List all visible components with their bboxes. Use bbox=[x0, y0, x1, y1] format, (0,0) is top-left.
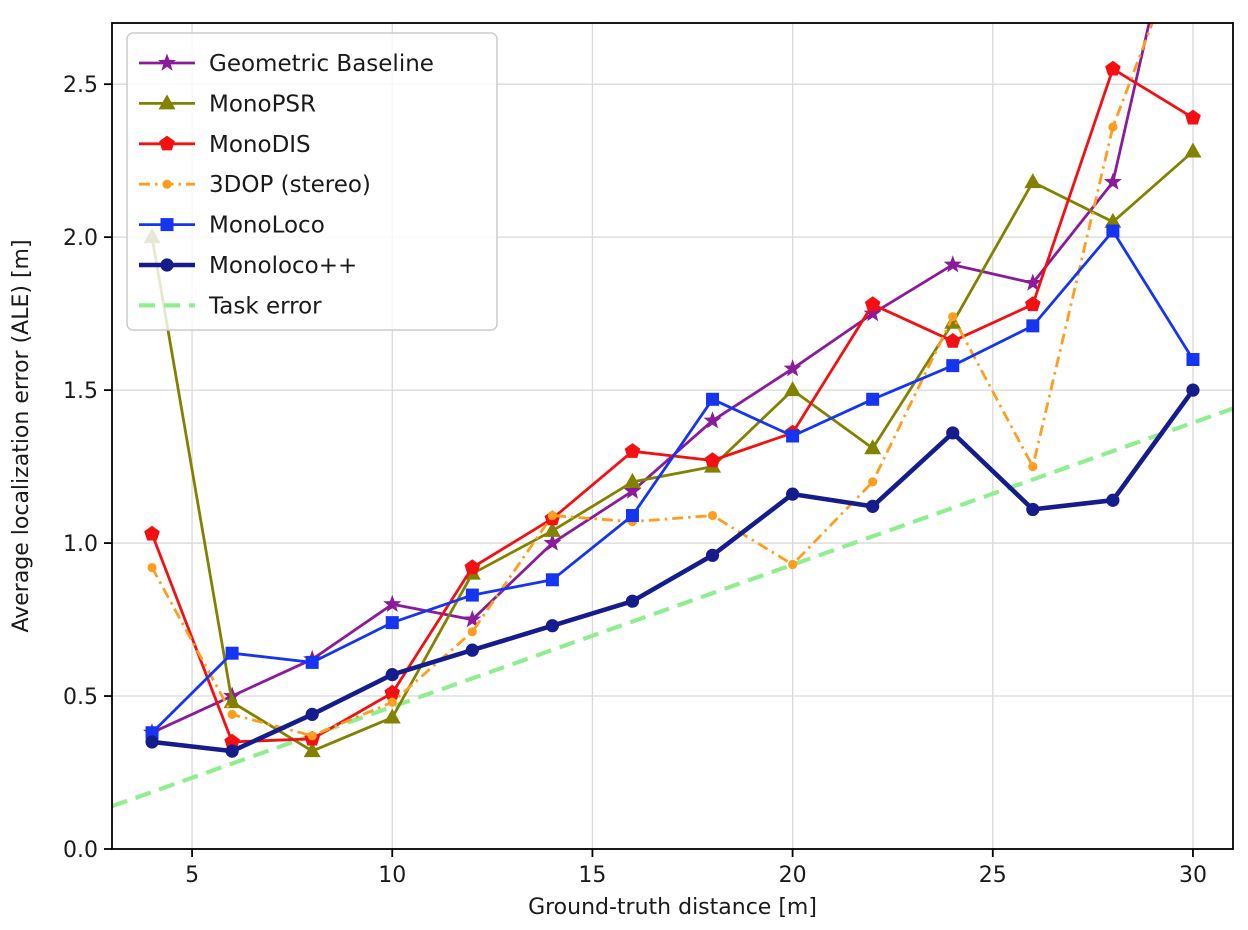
gridlines bbox=[112, 23, 1233, 850]
svg-text:15: 15 bbox=[578, 863, 606, 888]
legend: Geometric Baseline MonoPSR MonoDIS 3DOP (st… bbox=[126, 32, 498, 331]
svg-text:1.5: 1.5 bbox=[63, 379, 98, 404]
svg-text:Geometric Baseline: Geometric Baseline bbox=[209, 51, 434, 77]
svg-text:20: 20 bbox=[779, 863, 807, 888]
legend-entry-geometric-baseline: Geometric Baseline bbox=[139, 51, 434, 77]
y-tick-labels: 0.0 0.5 1.0 1.5 2.0 2.5 bbox=[63, 73, 98, 863]
legend-entry-task-error: Task error bbox=[139, 293, 322, 319]
svg-text:5: 5 bbox=[185, 863, 199, 888]
series-monoloco++ bbox=[145, 383, 1200, 758]
svg-text:2.5: 2.5 bbox=[63, 73, 98, 98]
legend-entry-monodis: MonoDIS bbox=[139, 132, 311, 158]
y-axis-label: Average localization error (ALE) [m] bbox=[9, 239, 34, 632]
svg-text:MonoDIS: MonoDIS bbox=[209, 132, 311, 158]
svg-text:30: 30 bbox=[1179, 863, 1207, 888]
svg-text:MonoLoco: MonoLoco bbox=[209, 213, 325, 239]
svg-text:3DOP (stereo): 3DOP (stereo) bbox=[209, 172, 371, 198]
x-axis-label: Ground-truth distance [m] bbox=[528, 895, 817, 920]
legend-entry-3dop-stereo-: 3DOP (stereo) bbox=[139, 172, 371, 198]
svg-text:0.5: 0.5 bbox=[63, 685, 98, 710]
legend-entry-monoloco++: Monoloco++ bbox=[139, 253, 357, 279]
svg-text:MonoPSR: MonoPSR bbox=[209, 91, 316, 117]
series-monoloco bbox=[145, 224, 1200, 740]
svg-text:Task error: Task error bbox=[208, 293, 322, 319]
svg-text:0.0: 0.0 bbox=[63, 838, 98, 863]
svg-text:25: 25 bbox=[979, 863, 1007, 888]
svg-text:10: 10 bbox=[378, 863, 406, 888]
axes-spines bbox=[111, 22, 1234, 850]
x-tick-labels: 5 10 15 20 25 30 bbox=[185, 863, 1207, 888]
svg-text:1.0: 1.0 bbox=[63, 532, 98, 557]
legend-entry-monopsr: MonoPSR bbox=[139, 91, 316, 117]
svg-text:2.0: 2.0 bbox=[63, 226, 98, 251]
tick-marks bbox=[104, 83, 1194, 857]
legend-entry-monoloco: MonoLoco bbox=[139, 213, 325, 239]
svg-text:Monoloco++: Monoloco++ bbox=[209, 253, 357, 279]
series-3dop-stereo- bbox=[147, 23, 1154, 741]
